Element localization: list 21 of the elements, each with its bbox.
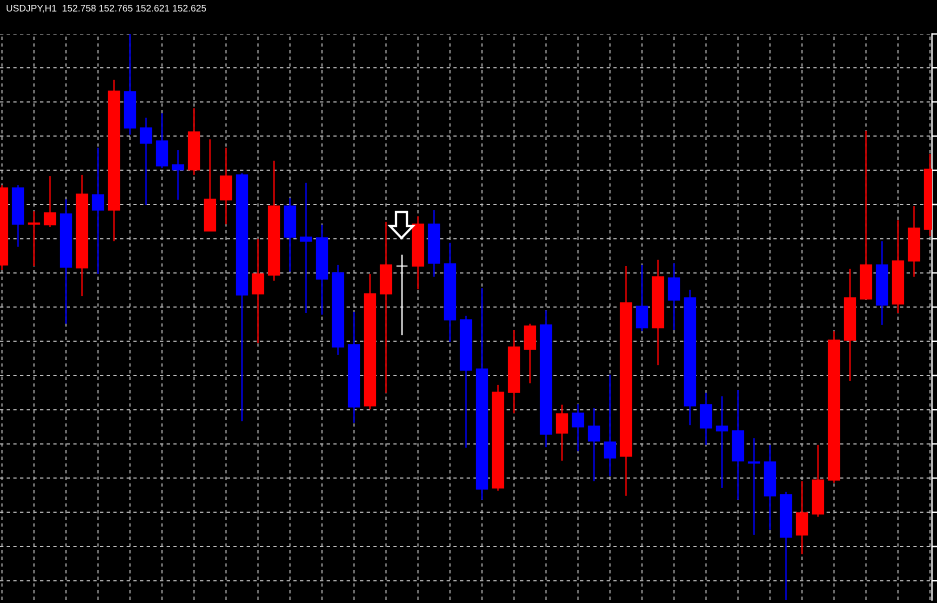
candlestick	[716, 396, 728, 489]
candlestick	[252, 238, 264, 344]
candlestick	[636, 264, 648, 332]
candlestick	[748, 437, 760, 536]
candlestick	[556, 404, 568, 462]
candlestick	[92, 147, 104, 275]
candlestick	[220, 147, 232, 225]
candlestick	[572, 403, 584, 452]
candlestick	[604, 374, 616, 477]
candlestick	[140, 117, 152, 206]
candlestick	[796, 480, 808, 555]
candlestick	[524, 323, 536, 384]
candlestick	[588, 407, 600, 482]
candlestick	[700, 392, 712, 446]
candlestick	[172, 149, 184, 201]
candlestick	[300, 182, 312, 314]
candlestick	[28, 210, 40, 267]
candlestick	[668, 262, 680, 331]
candlestick	[44, 175, 56, 228]
candlestick	[396, 254, 408, 336]
chart-title: USDJPY,H1 152.758 152.765 152.621 152.625	[6, 4, 206, 13]
